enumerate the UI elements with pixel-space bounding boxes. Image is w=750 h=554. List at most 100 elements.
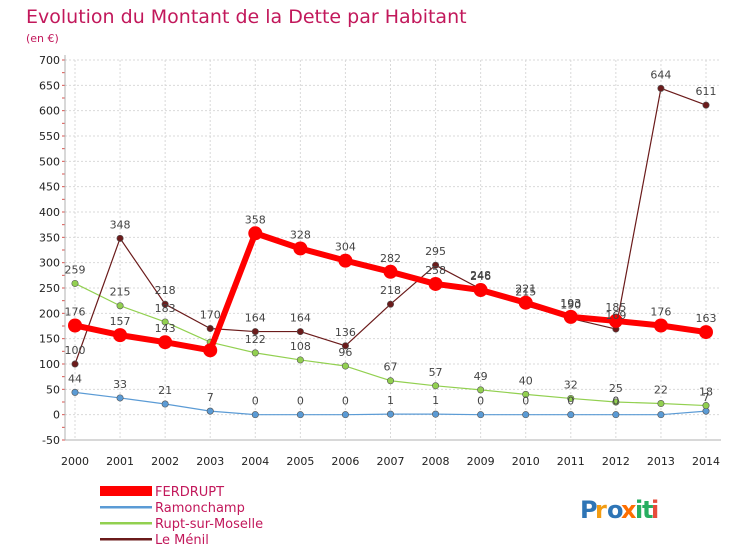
data-label: 18 (699, 386, 713, 399)
x-tick-label: 2003 (196, 455, 224, 468)
logo-letter: o (607, 496, 624, 524)
logo-letter: i (651, 496, 659, 524)
data-label: 358 (245, 213, 266, 226)
data-point (206, 325, 214, 333)
data-label: 122 (245, 333, 266, 346)
data-point (612, 411, 620, 419)
grid-lines (65, 59, 721, 441)
data-label: 169 (605, 309, 626, 322)
data-point (428, 276, 443, 291)
data-point (68, 318, 82, 333)
data-point (432, 261, 440, 269)
data-point (71, 279, 79, 287)
data-label: 0 (567, 395, 574, 408)
y-tick-label: 650 (39, 79, 60, 92)
data-point (251, 328, 259, 336)
data-point (432, 410, 440, 418)
data-point (341, 342, 349, 350)
data-label: 295 (425, 245, 446, 258)
data-label: 1 (432, 394, 439, 407)
data-label: 33 (113, 378, 127, 391)
data-point (203, 343, 218, 358)
data-label: 57 (429, 366, 443, 379)
legend-label: Ramonchamp (155, 501, 245, 516)
logo-letter: i (635, 496, 643, 524)
y-tick-label: 200 (39, 307, 60, 320)
legend-swatch (100, 538, 152, 541)
data-label: 108 (290, 340, 311, 353)
legend-swatch (100, 486, 152, 496)
chart-subtitle: (en €) (26, 32, 59, 45)
logo-letter: t (642, 496, 653, 524)
data-point (296, 411, 304, 419)
data-label: 190 (560, 298, 581, 311)
data-label: 44 (68, 372, 82, 385)
legend-swatch (100, 522, 152, 525)
data-point (612, 398, 620, 406)
data-point (338, 253, 353, 268)
y-tick-label: 150 (39, 333, 60, 346)
chart-title: Evolution du Montant de la Dette par Hab… (26, 6, 467, 28)
data-point (341, 362, 349, 370)
y-tick-label: 600 (39, 105, 60, 118)
y-tick-label: 400 (39, 206, 60, 219)
data-point (71, 360, 79, 368)
data-label: 7 (207, 391, 214, 404)
data-point (161, 318, 169, 326)
axes: -500501001502002503003504004505005506006… (39, 54, 721, 468)
data-label: 143 (155, 322, 176, 335)
data-label: 21 (158, 384, 172, 397)
data-point (518, 295, 533, 310)
data-label: 25 (609, 382, 623, 395)
data-point (657, 411, 665, 419)
data-label: 0 (252, 395, 259, 408)
data-point (116, 394, 124, 402)
data-label: 1 (387, 394, 394, 407)
data-label: 282 (380, 252, 401, 265)
data-point (657, 400, 665, 408)
x-tick-label: 2001 (106, 455, 134, 468)
logo-letter: r (595, 496, 607, 524)
data-point (251, 411, 259, 419)
x-tick-label: 2006 (331, 455, 359, 468)
data-point (113, 328, 128, 343)
y-tick-label: 0 (53, 409, 60, 422)
data-label: 170 (200, 309, 221, 322)
data-point (386, 410, 394, 418)
legend-label: Le Ménil (155, 533, 209, 548)
x-tick-label: 2013 (647, 455, 675, 468)
x-tick-label: 2005 (286, 455, 314, 468)
data-point (653, 318, 668, 333)
data-point (473, 283, 488, 298)
x-tick-label: 2000 (61, 455, 89, 468)
data-label: 0 (522, 395, 529, 408)
data-point (161, 300, 169, 308)
data-point (161, 400, 169, 408)
x-tick-label: 2012 (602, 455, 630, 468)
data-point (386, 300, 394, 308)
x-tick-label: 2008 (422, 455, 450, 468)
y-tick-label: 100 (39, 358, 60, 371)
data-label: 22 (654, 384, 668, 397)
data-label: 218 (380, 284, 401, 297)
data-label: 258 (425, 264, 446, 277)
data-point (116, 302, 124, 310)
data-label: 246 (470, 270, 491, 283)
data-label: 304 (335, 241, 356, 254)
data-point (71, 388, 79, 396)
data-point (522, 411, 530, 419)
data-label: 193 (560, 297, 581, 310)
data-label: 164 (290, 312, 311, 325)
data-label: 40 (519, 374, 533, 387)
x-tick-label: 2007 (377, 455, 405, 468)
data-label: 96 (338, 346, 352, 359)
data-point (567, 411, 575, 419)
data-label: 163 (696, 312, 717, 325)
y-tick-label: 450 (39, 181, 60, 194)
y-tick-label: -50 (42, 434, 60, 447)
data-label: 67 (384, 361, 398, 374)
data-point (116, 234, 124, 242)
